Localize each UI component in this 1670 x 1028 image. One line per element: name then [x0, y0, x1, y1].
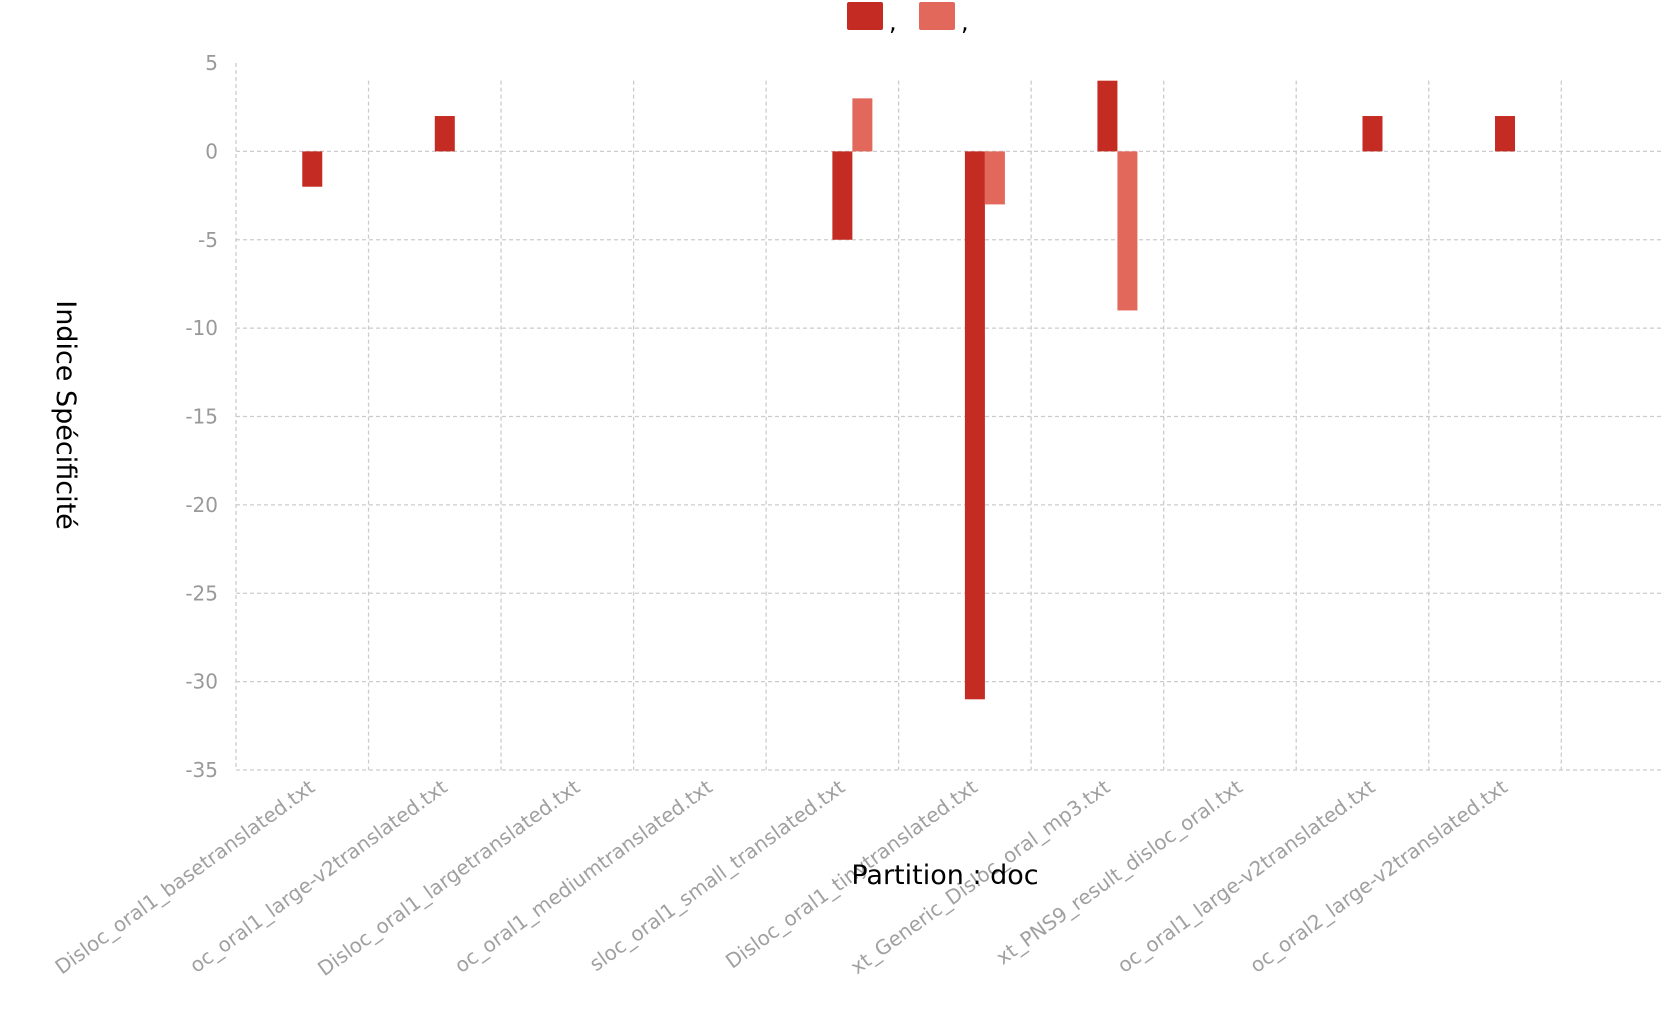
bar-series-2[interactable]	[985, 151, 1005, 204]
legend[interactable]: ,,	[847, 2, 969, 36]
y-tick-label: 0	[205, 139, 218, 163]
bar-series-2[interactable]	[852, 98, 872, 151]
grid-lines	[236, 63, 1662, 770]
y-tick-label: -20	[185, 493, 218, 517]
x-tick-label: Disloc_oral1_basetranslated.txt	[50, 775, 319, 980]
x-tick-label: oc_oral1_large-v2translated.txt	[185, 775, 452, 978]
y-tick-label: 5	[205, 51, 218, 75]
x-axis-ticks: Disloc_oral1_basetranslated.txtoc_oral1_…	[50, 775, 1512, 981]
x-tick-label: Disloc_oral1_largetranslated.txt	[313, 775, 584, 981]
y-axis-title: Indice Spécificité	[50, 300, 81, 530]
bar-series-1[interactable]	[302, 151, 322, 186]
x-tick-label: oc_oral1_large-v2translated.txt	[1113, 775, 1380, 978]
y-axis-ticks: 5 0 -5 -10 -15 -20 -25 -30 -35	[185, 51, 218, 782]
x-tick-label: oc_oral1_mediumtranslated.txt	[450, 775, 717, 978]
x-tick-label: oc_oral2_large-v2translated.txt	[1245, 775, 1512, 978]
bar-series-1[interactable]	[1362, 116, 1382, 151]
y-tick-label: -35	[185, 758, 218, 782]
bar-series-1[interactable]	[832, 151, 852, 239]
bar-series-1[interactable]	[1495, 116, 1515, 151]
x-axis-title: Partition : doc	[851, 860, 1038, 891]
y-tick-label: -15	[185, 405, 218, 429]
x-tick-label: sloc_oral1_small_translated.txt	[585, 775, 850, 976]
legend-swatch-series-2[interactable]	[919, 2, 955, 30]
bar-series-1[interactable]	[1097, 81, 1117, 152]
bar-series-1[interactable]	[965, 151, 985, 699]
y-tick-label: -30	[185, 670, 218, 694]
legend-swatch-series-1[interactable]	[847, 2, 883, 30]
y-tick-label: -25	[185, 581, 218, 605]
legend-label-series-2[interactable]: ,	[961, 8, 969, 36]
bar-series-2[interactable]	[1117, 151, 1137, 310]
y-tick-label: -5	[198, 228, 218, 252]
legend-label-series-1[interactable]: ,	[889, 8, 897, 36]
y-tick-label: -10	[185, 316, 218, 340]
bars[interactable]	[302, 81, 1515, 700]
bar-series-1[interactable]	[435, 116, 455, 151]
